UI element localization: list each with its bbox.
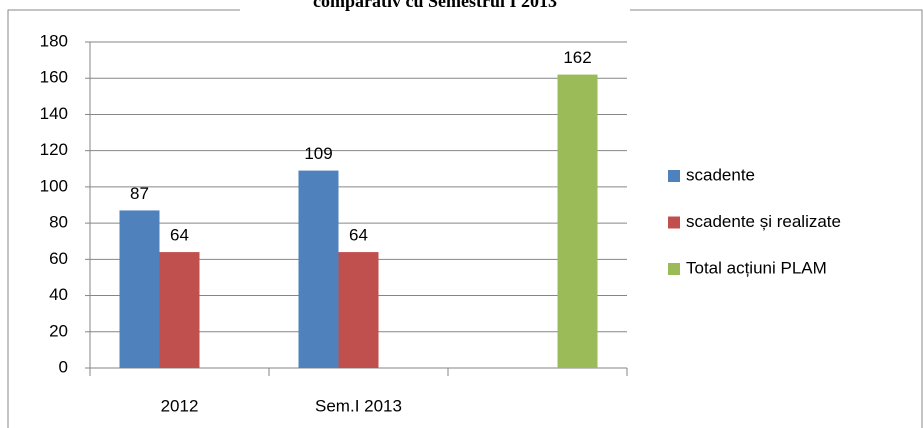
- y-tick-label: 0: [59, 357, 68, 376]
- chart-title: comparativ cu Semestrul I 2013: [313, 0, 557, 11]
- bar: [298, 170, 339, 368]
- data-label: 87: [130, 184, 149, 203]
- legend-swatch: [668, 263, 680, 275]
- y-tick-label: 180: [40, 31, 68, 50]
- bar: [557, 74, 598, 368]
- data-label: 64: [170, 226, 189, 245]
- y-tick-label: 20: [49, 321, 68, 340]
- x-tick-label: 2012: [161, 396, 199, 415]
- legend-label: Total acțiuni PLAM: [686, 258, 827, 277]
- bar: [338, 252, 379, 368]
- bar: [159, 252, 200, 368]
- data-label: 64: [349, 226, 368, 245]
- legend-label: scadente: [686, 165, 755, 184]
- data-label: 109: [304, 144, 332, 163]
- y-tick-label: 60: [49, 249, 68, 268]
- y-tick-label: 40: [49, 285, 68, 304]
- legend-label: scadente și realizate: [686, 212, 841, 231]
- legend-swatch: [668, 216, 680, 229]
- y-tick-label: 140: [40, 104, 68, 123]
- x-tick-label: Sem.I 2013: [315, 396, 402, 415]
- y-tick-label: 80: [49, 213, 68, 232]
- legend-swatch: [668, 170, 680, 182]
- bar: [119, 210, 160, 368]
- title-background: [240, 0, 630, 16]
- y-tick-label: 100: [40, 176, 68, 195]
- data-label: 162: [563, 48, 591, 67]
- y-tick-label: 120: [40, 140, 68, 159]
- y-tick-label: 160: [40, 68, 68, 87]
